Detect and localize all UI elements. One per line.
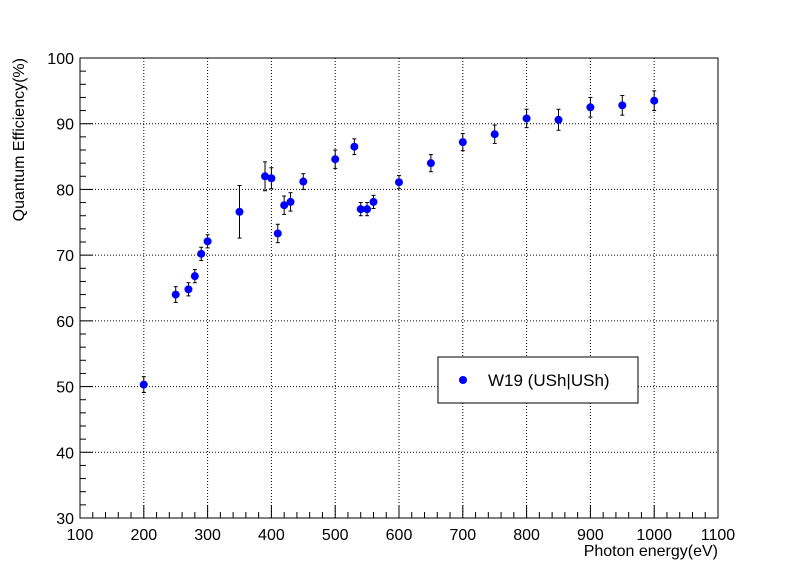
x-axis-title: Photon energy(eV) bbox=[584, 543, 718, 560]
data-point bbox=[350, 142, 359, 151]
x-tick-label: 600 bbox=[386, 527, 413, 544]
axis-ticks bbox=[79, 57, 719, 519]
x-tick-label: 800 bbox=[513, 527, 540, 544]
data-point bbox=[395, 178, 403, 187]
data-point bbox=[267, 174, 276, 183]
x-tick-label: 400 bbox=[258, 527, 285, 544]
data-point bbox=[522, 114, 531, 123]
plot-frame bbox=[79, 57, 719, 519]
data-point bbox=[184, 285, 193, 294]
data-point bbox=[261, 172, 270, 181]
tick-labels: 100 200 300 400 500 600 700 800 900 1000 1100 30 40 5… bbox=[47, 51, 735, 544]
data-point bbox=[203, 237, 212, 246]
data-point bbox=[171, 290, 180, 299]
data-point bbox=[426, 159, 435, 168]
x-tick-label: 1100 bbox=[701, 527, 736, 544]
data-point bbox=[650, 96, 659, 105]
y-tick-label: 50 bbox=[56, 380, 74, 397]
legend-label: W19 (USh|USh) bbox=[488, 371, 610, 390]
x-tick-label: 900 bbox=[577, 527, 604, 544]
data-point bbox=[490, 130, 499, 139]
y-tick-label: 30 bbox=[56, 511, 74, 528]
data-point bbox=[197, 249, 206, 258]
data-point bbox=[356, 205, 365, 214]
legend-marker bbox=[459, 376, 467, 384]
y-tick-label: 70 bbox=[56, 248, 74, 265]
x-tick-label: 1000 bbox=[636, 527, 672, 544]
y-tick-label: 100 bbox=[47, 51, 74, 68]
data-point bbox=[286, 197, 295, 206]
data-point bbox=[458, 138, 467, 147]
x-tick-label: 700 bbox=[449, 527, 476, 544]
data-point bbox=[235, 207, 244, 216]
data-point bbox=[280, 201, 289, 210]
x-tick-label: 200 bbox=[130, 527, 157, 544]
y-tick-label: 60 bbox=[56, 314, 74, 331]
data-point bbox=[273, 229, 282, 238]
data-point bbox=[369, 197, 378, 206]
data-point bbox=[618, 101, 627, 110]
y-tick-label: 40 bbox=[56, 445, 74, 462]
data-point bbox=[299, 177, 308, 186]
data-point bbox=[554, 115, 563, 124]
data-point bbox=[190, 272, 199, 281]
data-point bbox=[363, 205, 372, 214]
data-point bbox=[139, 380, 148, 389]
x-tick-label: 300 bbox=[194, 527, 221, 544]
y-axis-title: Quantum Efficiency(%) bbox=[11, 58, 28, 221]
data-point bbox=[586, 103, 595, 112]
legend: W19 (USh|USh) bbox=[437, 356, 639, 404]
x-tick-label: 500 bbox=[322, 527, 349, 544]
y-tick-label: 90 bbox=[56, 117, 74, 134]
y-tick-label: 80 bbox=[56, 182, 74, 199]
legend-box bbox=[437, 356, 639, 404]
data-points bbox=[139, 96, 659, 389]
x-tick-label: 100 bbox=[67, 527, 94, 544]
data-point bbox=[331, 155, 340, 164]
